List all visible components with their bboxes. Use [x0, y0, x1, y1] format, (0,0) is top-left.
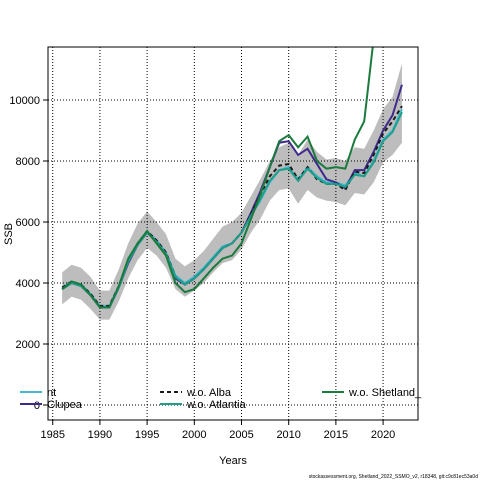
y-tick-label: 6000: [16, 217, 40, 229]
plot-area: [48, 47, 418, 420]
legend-label: w.o. Shetland_: [348, 387, 422, 399]
series-line: [61, 47, 374, 309]
plot-frame: [47, 46, 419, 421]
legend-label: Clupea: [47, 399, 83, 411]
y-axis-label: SSB: [3, 223, 15, 245]
series-line: [61, 105, 403, 307]
x-axis-label: Years: [219, 455, 247, 467]
y-tick-label: 2000: [16, 339, 40, 351]
x-tick-label: 1995: [135, 429, 159, 441]
legend-label: w.o. Alba: [186, 387, 232, 399]
series-line: [61, 111, 403, 309]
legend-label: w.o. Atlantia: [186, 399, 247, 411]
legend-label: nt: [47, 387, 56, 399]
x-tick-label: 1990: [88, 429, 112, 441]
confidence-band: [62, 63, 402, 320]
y-tick-label: 8000: [16, 156, 40, 168]
x-tick-label: 1985: [40, 429, 64, 441]
x-tick-label: 2015: [324, 429, 348, 441]
y-tick-label: 0: [34, 400, 40, 412]
footer: stockassessment.org, Shetland_2022_SSMO_…: [309, 474, 478, 480]
x-tick-label: 2010: [276, 429, 300, 441]
y-tick-label: 4000: [16, 278, 40, 290]
y-tick-label: 10000: [9, 95, 40, 107]
x-tick-label: 2020: [371, 429, 395, 441]
series-line: [61, 108, 403, 307]
x-tick-label: 2005: [229, 429, 253, 441]
x-tick-label: 2000: [182, 429, 206, 441]
